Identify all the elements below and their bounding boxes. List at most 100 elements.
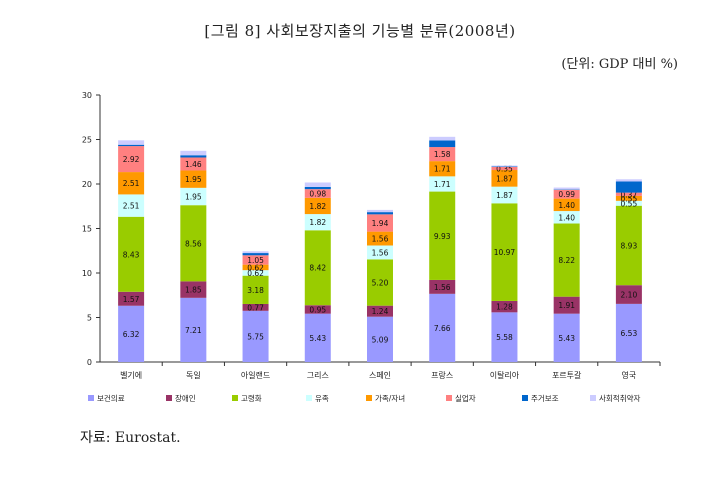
y-tick-label: 20	[82, 180, 92, 189]
legend-swatch	[166, 395, 172, 401]
bar-segment	[242, 251, 269, 254]
bar-segment	[553, 313, 580, 362]
bar-segment	[367, 245, 393, 260]
legend-swatch	[590, 395, 596, 401]
unit-label: (단위: GDP 대비 %)	[561, 57, 678, 72]
bar-segment	[615, 205, 642, 286]
data-label: 1.82	[309, 202, 326, 211]
data-label: 1.87	[496, 174, 513, 183]
bar-segment	[180, 170, 207, 188]
data-label: 1.95	[185, 193, 202, 202]
data-label: 1.71	[434, 180, 451, 189]
data-label: 8.43	[123, 250, 140, 259]
bar-segment	[429, 161, 456, 177]
bar-segment	[242, 255, 269, 265]
x-tick-label: 벨기에	[120, 370, 142, 380]
bar-segment	[304, 313, 331, 362]
legend-label: 장애인	[175, 393, 196, 403]
data-label: 1.46	[185, 160, 202, 169]
bar-segment	[491, 165, 518, 167]
bar-segment	[367, 316, 393, 362]
bar-segment	[553, 189, 580, 199]
data-label: 0.98	[309, 190, 326, 199]
data-label: 1.56	[434, 283, 451, 292]
bar-segment	[615, 195, 642, 201]
chart-legend: 보건의료 장애인 고령화 유족 가족/자녀 실업자 주거보조 사회적취약자	[88, 393, 640, 403]
bar-segment	[304, 214, 331, 231]
bar-segment	[118, 172, 145, 195]
legend-swatch	[446, 395, 452, 401]
data-label: 1.82	[309, 218, 326, 227]
legend-label: 주거보조	[531, 394, 559, 403]
bar-segment	[491, 166, 518, 171]
bar-segment	[242, 253, 269, 256]
bar-segment	[553, 223, 580, 297]
bar-segment	[615, 303, 642, 362]
bar-segment	[304, 305, 331, 314]
y-tick-label: 5	[87, 314, 92, 323]
bar-segment	[180, 150, 207, 156]
bar-segment	[118, 144, 145, 147]
bar-segment	[367, 305, 393, 317]
data-label: 5.58	[496, 333, 513, 342]
data-label: 0.95	[309, 305, 326, 314]
bar-segment	[304, 197, 331, 215]
bar-segment	[242, 270, 269, 276]
bar-segment	[615, 200, 642, 206]
bar-segment	[615, 192, 642, 196]
bar-segment	[118, 216, 145, 292]
data-label: 1.87	[496, 191, 513, 200]
data-label: 9.93	[434, 232, 451, 241]
bar-segment	[242, 275, 269, 304]
legend-label: 사회적취약자	[599, 393, 640, 403]
data-label: 5.43	[558, 334, 575, 343]
data-label: 1.71	[434, 165, 451, 174]
bar-segment	[429, 191, 456, 280]
legend-label: 보건의료	[97, 393, 125, 403]
bar-segment	[180, 297, 207, 362]
chart-bars: 6.32 1.57 8.43 2.51 2.51 2.92 7.21 1.85 8.56 1.95…	[118, 136, 642, 362]
data-label: 1.05	[247, 256, 264, 265]
data-label: 1.58	[434, 150, 451, 159]
y-tick-label: 10	[82, 269, 92, 278]
legend-swatch	[306, 395, 312, 401]
bar-segment	[491, 312, 518, 362]
bar-segment	[304, 189, 331, 198]
bar-segment	[491, 186, 518, 204]
bar-segment	[242, 303, 269, 311]
bar-segment	[118, 146, 145, 173]
data-label: 1.91	[558, 301, 575, 310]
data-label: 0.35	[496, 164, 513, 173]
bar-segment	[429, 147, 456, 162]
bar-segment	[429, 140, 456, 148]
x-tick-label: 스페인	[369, 370, 391, 380]
bar-segment	[367, 214, 393, 232]
bar-segment	[118, 291, 145, 306]
bar-segment	[491, 170, 518, 187]
data-label: 10.97	[494, 248, 516, 257]
bar-segment	[367, 259, 393, 306]
bar-segment	[429, 279, 456, 294]
data-label: 6.53	[621, 329, 638, 338]
bar-segment	[180, 155, 207, 158]
data-label: 0.55	[621, 194, 638, 203]
bar-segment	[304, 186, 331, 190]
bar-segment	[180, 205, 207, 282]
bar-segment	[118, 194, 145, 217]
bar-segment	[304, 182, 331, 187]
bar-segment	[553, 211, 580, 224]
data-label: 2.92	[123, 155, 140, 164]
bar-segment	[180, 187, 207, 206]
bar-segment	[553, 296, 580, 314]
data-label: 5.20	[372, 279, 389, 288]
bar-segment	[367, 209, 393, 213]
x-tick-label: 포르투갈	[552, 371, 582, 380]
data-label: 0.37	[621, 190, 638, 199]
data-label: 1.85	[185, 286, 202, 295]
bar-segment	[491, 203, 518, 301]
x-tick-label: 아일랜드	[241, 370, 270, 380]
data-label: 6.32	[123, 330, 140, 339]
bar-segment	[553, 198, 580, 212]
bar-segment	[429, 176, 456, 192]
legend-label: 고령화	[241, 394, 262, 403]
